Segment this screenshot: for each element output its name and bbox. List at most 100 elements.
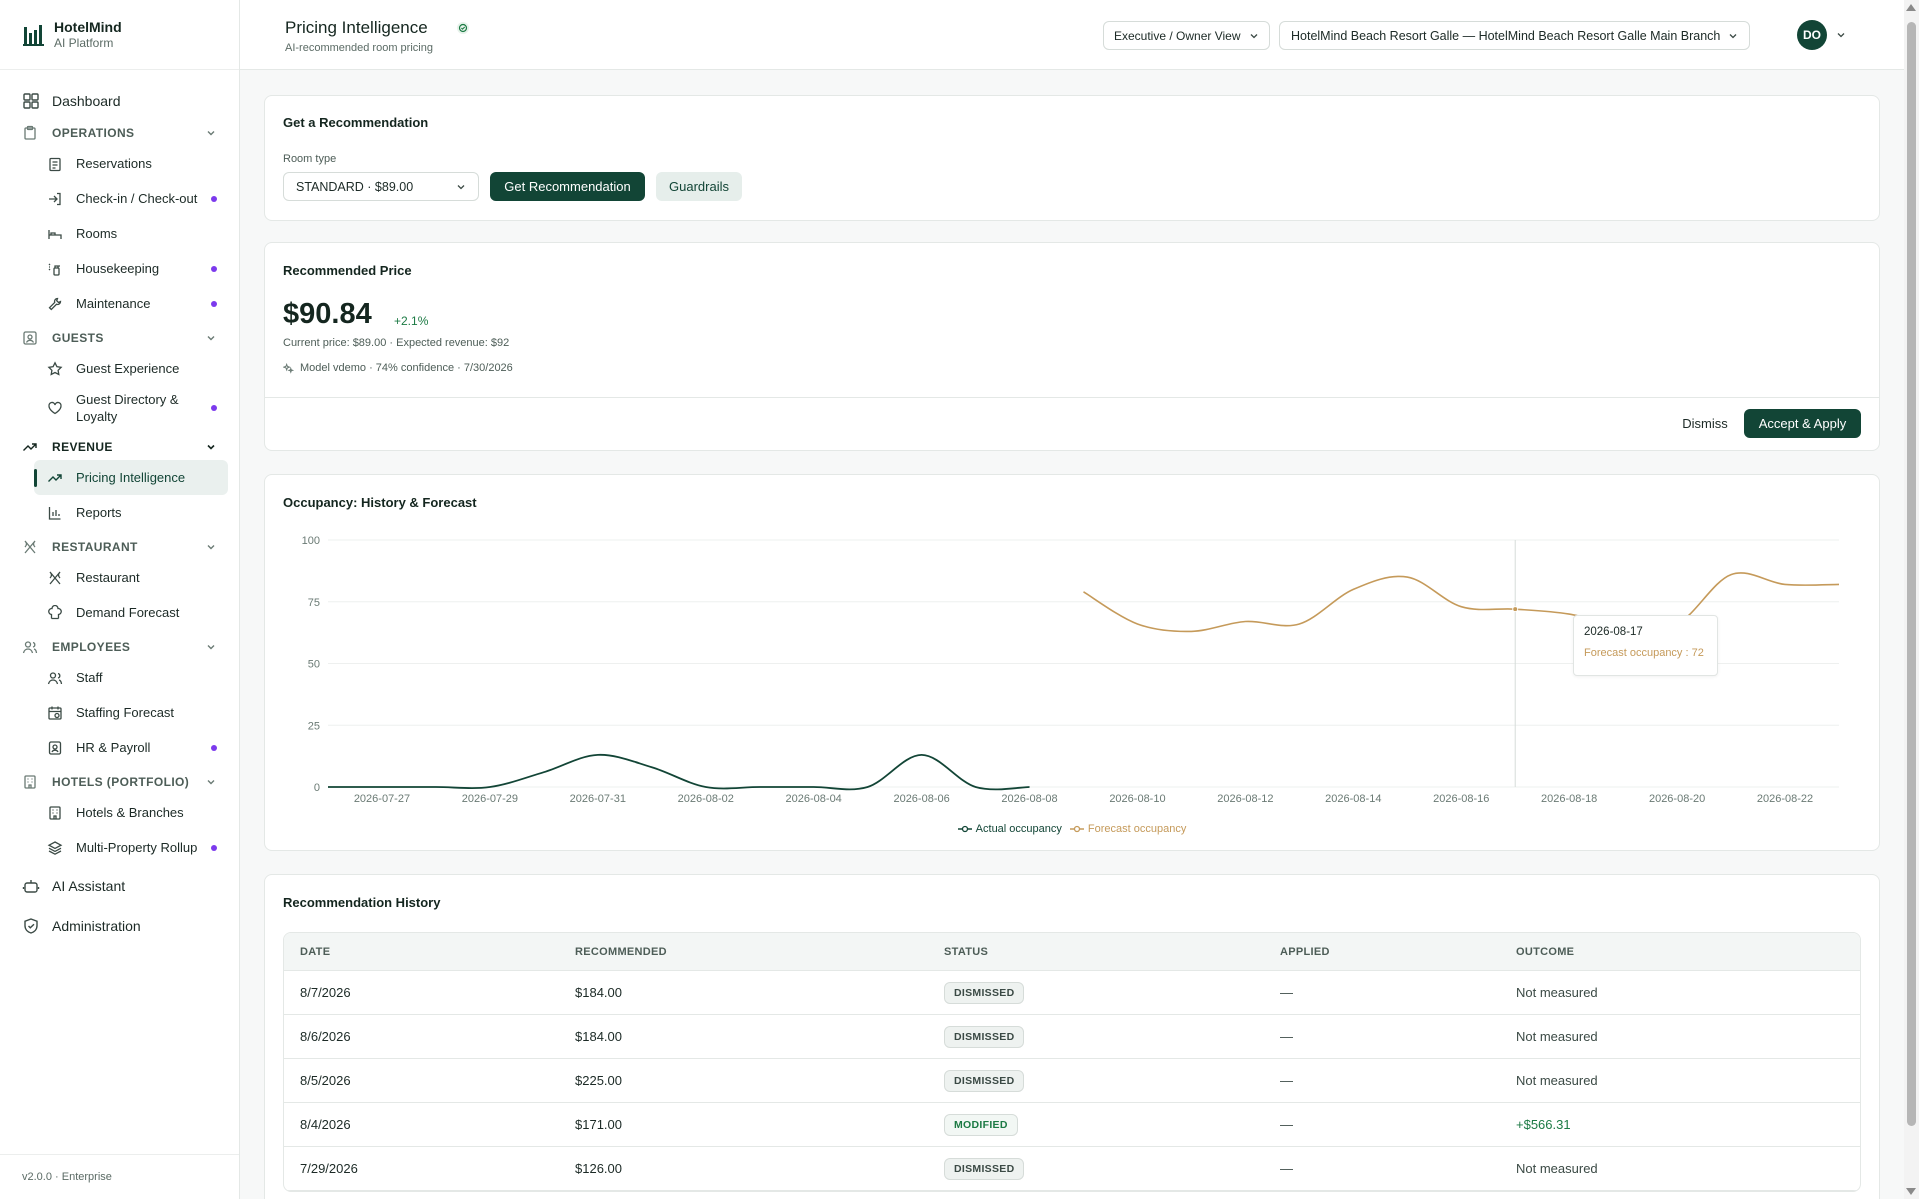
scroll-down-arrow-icon[interactable] [1906, 1188, 1916, 1195]
sidebar-item-housekeeping[interactable]: Housekeeping [34, 251, 228, 286]
sidebar-item-label: Administration [52, 918, 141, 934]
sidebar-item-maintenance[interactable]: Maintenance [34, 286, 228, 321]
brand[interactable]: HotelMind AI Platform [0, 0, 239, 70]
x-tick-label: 2026-08-04 [786, 793, 842, 805]
section-guests[interactable]: GUESTS [0, 325, 239, 351]
sidebar-item-staff[interactable]: Staff [34, 660, 228, 695]
sidebar-item-label: Dashboard [52, 93, 121, 109]
sidebar-item-label: Staff [76, 670, 103, 685]
get-recommendation-button[interactable]: Get Recommendation [490, 172, 645, 201]
occupancy-chart-card: Occupancy: History & Forecast 0 25 50 75 100… [264, 474, 1880, 851]
cell-recommended: $171.00 [575, 1117, 622, 1132]
table-row[interactable]: 8/6/2026 $184.00 DISMISSED — Not measure… [284, 1015, 1860, 1059]
sidebar-item-guest-experience[interactable]: Guest Experience [34, 351, 228, 386]
cell-outcome: Not measured [1516, 1029, 1598, 1044]
section-hotels-portfolio[interactable]: HOTELS (PORTFOLIO) [0, 769, 239, 795]
view-select[interactable]: Executive / Owner View [1103, 21, 1270, 50]
chart-title: Occupancy: History & Forecast [283, 495, 477, 510]
section-restaurant[interactable]: RESTAURANT [0, 534, 239, 560]
users-icon [47, 671, 63, 684]
chevron-down-icon [1250, 33, 1257, 38]
chevron-down-icon [207, 336, 215, 341]
notification-dot [211, 405, 217, 411]
section-revenue[interactable]: REVENUE [0, 434, 239, 460]
chevron-down-icon[interactable] [1836, 30, 1846, 40]
sidebar-item-dashboard[interactable]: Dashboard [0, 86, 239, 116]
cell-applied: — [1280, 1029, 1293, 1044]
section-title: HOTELS (PORTFOLIO) [52, 775, 190, 789]
recommended-price-value: $90.84 [283, 298, 372, 330]
dismiss-button[interactable]: Dismiss [1669, 409, 1741, 438]
column-header-applied[interactable]: APPLIED [1280, 945, 1330, 958]
cell-status: DISMISSED [944, 981, 1280, 1004]
column-header-status[interactable]: STATUS [944, 945, 989, 958]
y-tick-label: 100 [302, 535, 320, 547]
sidebar-item-label: Reservations [76, 156, 152, 171]
shield-check-icon [24, 918, 38, 934]
x-tick-label: 2026-07-27 [354, 793, 410, 805]
sidebar-item-check-in-out[interactable]: Check-in / Check-out [34, 181, 228, 216]
sidebar-item-guest-directory[interactable]: Guest Directory & Loyalty [34, 386, 228, 430]
sidebar-item-ai-assistant[interactable]: AI Assistant [0, 871, 239, 901]
top-header: Pricing Intelligence AI-recommended room… [240, 0, 1904, 70]
chevron-down-icon [207, 444, 215, 450]
legend-item-forecast[interactable]: Forecast occupancy [1069, 823, 1186, 835]
y-tick-label: 0 [314, 782, 320, 794]
price-delta: +2.1% [394, 314, 429, 328]
section-operations[interactable]: OPERATIONS [0, 120, 239, 146]
sidebar-item-multi-property-rollup[interactable]: Multi-Property Rollup [34, 830, 228, 865]
tooltip-value: Forecast occupancy : 72 [1584, 647, 1704, 659]
layers-icon [47, 840, 63, 855]
room-type-select[interactable]: STANDARD · $89.00 [283, 172, 479, 201]
table-row[interactable]: 8/7/2026 $184.00 DISMISSED — Not measure… [284, 971, 1860, 1015]
sidebar-item-staffing-forecast[interactable]: Staffing Forecast [34, 695, 228, 730]
cell-status: MODIFIED [944, 1113, 1280, 1136]
clipboard-icon [24, 125, 36, 140]
section-employees[interactable]: EMPLOYEES [0, 634, 239, 660]
property-select-value: HotelMind Beach Resort Galle — HotelMind… [1291, 28, 1721, 43]
chevron-down-icon [207, 545, 215, 550]
table-row[interactable]: 8/4/2026 $171.00 MODIFIED — +$566.31 [284, 1103, 1860, 1147]
sidebar-item-pricing-intelligence[interactable]: Pricing Intelligence [34, 460, 228, 495]
x-tick-label: 2026-08-02 [678, 793, 734, 805]
column-header-outcome[interactable]: OUTCOME [1516, 945, 1575, 958]
room-type-value: STANDARD · $89.00 [296, 179, 414, 194]
chevron-down-icon [207, 780, 215, 785]
x-tick-label: 2026-08-12 [1217, 793, 1273, 805]
property-select[interactable]: HotelMind Beach Resort Galle — HotelMind… [1279, 21, 1751, 50]
accept-apply-button[interactable]: Accept & Apply [1744, 409, 1861, 438]
column-header-date[interactable]: DATE [300, 945, 331, 958]
notification-dot [211, 195, 217, 202]
id-badge-icon [48, 740, 62, 755]
guardrails-button[interactable]: Guardrails [656, 172, 742, 201]
status-badge: DISMISSED [944, 1069, 1025, 1092]
legend-item-actual[interactable]: Actual occupancy [957, 823, 1062, 835]
scroll-up-arrow-icon[interactable] [1906, 4, 1916, 11]
sidebar-item-reports[interactable]: Reports [34, 495, 228, 530]
sidebar-item-demand-forecast[interactable]: Demand Forecast [34, 595, 228, 630]
trending-up-icon [23, 443, 37, 451]
column-header-recommended[interactable]: RECOMMENDED [575, 945, 667, 958]
sidebar-item-hr-payroll[interactable]: HR & Payroll [34, 730, 228, 765]
table-row[interactable]: 7/29/2026 $126.00 DISMISSED — Not measur… [284, 1147, 1860, 1191]
page-scrollbar[interactable] [1904, 0, 1919, 1199]
status-badge: MODIFIED [944, 1113, 1018, 1136]
table-row[interactable]: 8/5/2026 $225.00 DISMISSED — Not measure… [284, 1059, 1860, 1103]
brand-subtitle: AI Platform [54, 36, 114, 50]
sidebar-item-restaurant[interactable]: Restaurant [34, 560, 228, 595]
bot-icon [22, 880, 40, 893]
user-avatar[interactable]: DO [1797, 20, 1827, 50]
cell-status: DISMISSED [944, 1025, 1280, 1048]
sidebar-item-label: Housekeeping [76, 261, 160, 276]
actual-occupancy-line [327, 753, 1030, 791]
sidebar-item-hotels-branches[interactable]: Hotels & Branches [34, 795, 228, 830]
scrollbar-thumb[interactable] [1907, 22, 1916, 1126]
notification-dot [211, 300, 217, 307]
section-title: OPERATIONS [52, 126, 135, 140]
sidebar-item-administration[interactable]: Administration [0, 911, 239, 941]
trending-up-icon [48, 473, 62, 482]
card-title: Recommendation History [283, 895, 441, 910]
divider [265, 397, 1879, 398]
sidebar-item-rooms[interactable]: Rooms [34, 216, 228, 251]
sidebar-item-reservations[interactable]: Reservations [34, 146, 228, 181]
